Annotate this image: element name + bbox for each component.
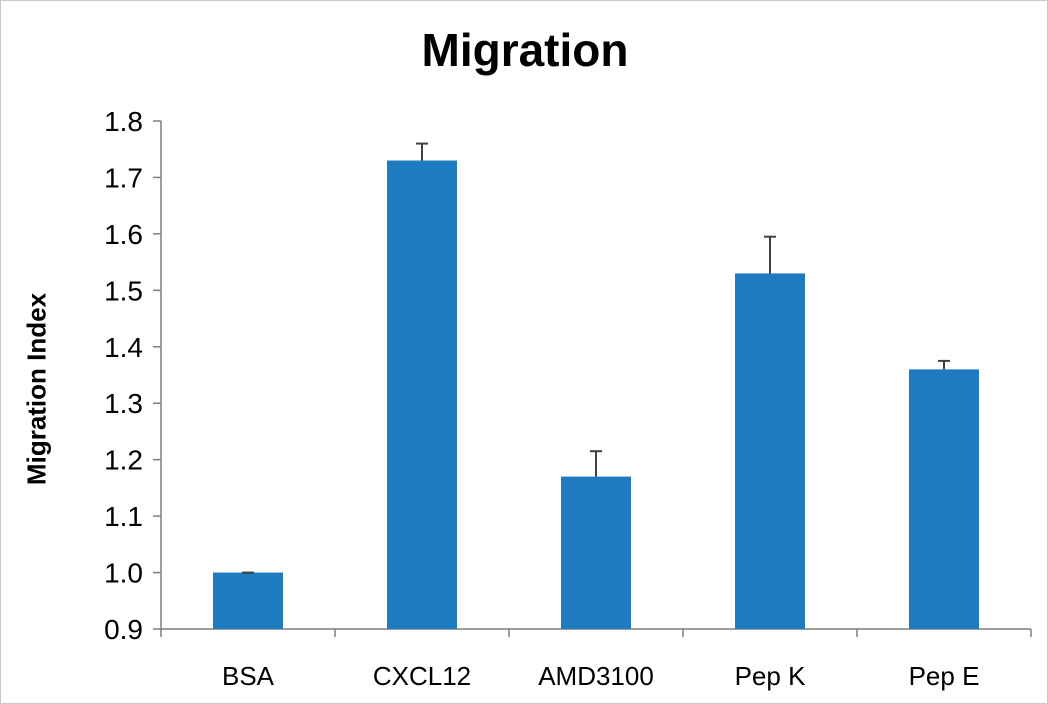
bar-pep-k xyxy=(735,273,805,629)
y-tick-label: 1.3 xyxy=(104,388,143,419)
y-tick-label: 1.2 xyxy=(104,445,143,476)
error-bars xyxy=(242,142,950,574)
y-tick-label: 1.1 xyxy=(104,501,143,532)
bar-cxcl12 xyxy=(387,160,457,629)
y-tick-label: 1.6 xyxy=(104,219,143,250)
x-category-label: BSA xyxy=(222,661,275,691)
y-tick-label: 1.0 xyxy=(104,558,143,589)
bars xyxy=(213,160,979,629)
bar-pep-e xyxy=(909,369,979,629)
x-category-label: Pep E xyxy=(909,661,980,691)
x-category-label: AMD3100 xyxy=(538,661,654,691)
y-tick-label: 1.8 xyxy=(104,106,143,137)
bar-amd3100 xyxy=(561,476,631,629)
chart-title: Migration xyxy=(421,24,629,76)
bar-bsa xyxy=(213,572,283,629)
y-tick-label: 0.9 xyxy=(104,614,143,645)
y-tick-label: 1.7 xyxy=(104,162,143,193)
x-ticks: BSA CXCL12 AMD3100 Pep K Pep E xyxy=(160,629,1032,691)
x-category-label: Pep K xyxy=(735,661,806,691)
y-tick-label: 1.4 xyxy=(104,332,143,363)
x-category-label: CXCL12 xyxy=(373,661,471,691)
y-tick-label: 1.5 xyxy=(104,275,143,306)
y-ticks: 0.9 1.0 1.1 1.2 1.3 1.4 1.5 1.6 1.7 1.8 xyxy=(104,106,161,645)
